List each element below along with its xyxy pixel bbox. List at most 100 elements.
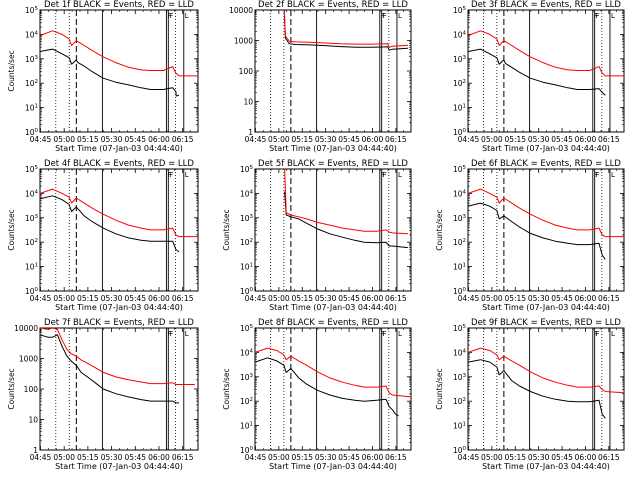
- y-tick-label: 101: [453, 422, 466, 431]
- x-tick-label: 06:15: [172, 453, 194, 462]
- y-tick-label: 104: [453, 189, 467, 198]
- x-tick-label: 04:45: [245, 453, 267, 462]
- series-line-lld: [40, 30, 198, 77]
- x-tick-label: 04:45: [458, 135, 480, 144]
- x-tick-label: 05:00: [481, 294, 503, 303]
- panel-title: Det 5f BLACK = Events, RED = LLD: [258, 159, 408, 169]
- x-axis-label: Start Time (07-Jan-03 04:44:40): [55, 462, 183, 471]
- y-tick-label: 101: [25, 104, 38, 113]
- x-tick-label: 05:15: [504, 135, 526, 144]
- x-tick-label: 05:45: [124, 453, 146, 462]
- y-tick-label: 100: [453, 446, 467, 455]
- x-tick-label: 06:00: [362, 135, 384, 144]
- panel-title: Det 6f BLACK = Events, RED = LLD: [471, 159, 621, 169]
- x-axis-label: Start Time (07-Jan-03 04:44:40): [482, 462, 610, 471]
- plot-frame: [39, 168, 199, 292]
- panel-6: Det 6f BLACK = Events, RED = LLD 100 101 10…: [435, 159, 625, 312]
- x-axis-label: Start Time (07-Jan-03 04:44:40): [269, 144, 397, 153]
- x-tick-label: 05:30: [315, 294, 337, 303]
- y-axis-label: Counts/sec: [222, 209, 231, 250]
- y-tick-label: 100: [239, 67, 254, 76]
- y-tick-label: 105: [25, 165, 39, 174]
- y-tick-label: 10000: [14, 324, 38, 333]
- y-tick-label: 103: [240, 373, 254, 382]
- y-tick-label: 105: [453, 6, 467, 15]
- flag-marker: L: [398, 12, 402, 20]
- y-tick-label: 105: [25, 6, 39, 15]
- panel-8: Det 8f BLACK = Events, RED = LLD 100 101 10…: [222, 318, 412, 471]
- x-tick-label: 05:00: [268, 294, 290, 303]
- plot-frame: [254, 327, 412, 451]
- x-tick-label: 06:00: [362, 453, 384, 462]
- y-axis-label: Counts/sec: [435, 368, 444, 409]
- x-tick-label: 04:45: [30, 135, 52, 144]
- x-tick-label: 06:15: [385, 453, 407, 462]
- y-tick-label: 10: [243, 98, 253, 107]
- flag-marker: F: [596, 12, 600, 20]
- panel-1: Det 1f BLACK = Events, RED = LLD 100 101 10…: [7, 0, 199, 153]
- y-tick-label: 103: [25, 214, 39, 223]
- x-tick-label: 05:15: [504, 453, 526, 462]
- y-tick-label: 102: [453, 238, 466, 247]
- x-tick-label: 05:30: [101, 294, 123, 303]
- flag-marker: L: [398, 171, 402, 179]
- x-tick-label: 06:15: [385, 135, 407, 144]
- x-tick-label: 05:15: [77, 294, 99, 303]
- y-tick-label: 1: [33, 446, 38, 455]
- y-tick-label: 102: [25, 238, 38, 247]
- x-axis-label: Start Time (07-Jan-03 04:44:40): [55, 303, 183, 312]
- x-tick-label: 05:45: [124, 294, 146, 303]
- x-tick-label: 05:00: [53, 294, 75, 303]
- panel-title: Det 1f BLACK = Events, RED = LLD: [44, 0, 194, 10]
- flag-marker: F: [594, 330, 598, 338]
- flag-marker: F: [596, 330, 600, 338]
- series-line-lld: [468, 30, 624, 77]
- x-tick-label: 06:00: [362, 294, 384, 303]
- x-tick-label: 06:15: [598, 294, 620, 303]
- y-axis-label: Counts/sec: [222, 368, 231, 409]
- flag-marker: L: [611, 171, 615, 179]
- y-tick-label: 1000: [234, 37, 253, 46]
- flag-marker: F: [167, 12, 171, 20]
- plot-frame: [39, 327, 199, 451]
- x-tick-label: 05:00: [481, 453, 503, 462]
- flag-marker: F: [383, 330, 387, 338]
- plot-frame: [254, 9, 412, 133]
- x-tick-label: 05:45: [551, 135, 573, 144]
- panel-title: Det 2f BLACK = Events, RED = LLD: [258, 0, 408, 10]
- y-tick-label: 100: [25, 287, 39, 296]
- panel-5: Det 5f BLACK = Events, RED = LLD 100 101 10…: [222, 159, 412, 312]
- y-axis-label: Counts/sec: [7, 368, 16, 409]
- x-tick-label: 05:15: [291, 135, 313, 144]
- x-axis-label: Start Time (07-Jan-03 04:44:40): [55, 144, 183, 153]
- y-tick-label: 1000: [19, 355, 38, 364]
- x-tick-label: 05:30: [315, 453, 337, 462]
- x-tick-label: 06:00: [148, 135, 170, 144]
- series-line-lld: [468, 188, 624, 238]
- y-tick-label: 102: [25, 79, 38, 88]
- panel-title: Det 9f BLACK = Events, RED = LLD: [471, 318, 621, 328]
- x-tick-label: 05:30: [528, 294, 550, 303]
- y-tick-label: 1: [248, 128, 253, 137]
- flag-marker: L: [185, 330, 189, 338]
- flag-marker: L: [398, 330, 402, 338]
- y-tick-label: 101: [25, 263, 38, 272]
- panel-title: Det 8f BLACK = Events, RED = LLD: [258, 318, 408, 328]
- series-line-lld: [40, 188, 198, 238]
- flag-marker: L: [611, 12, 615, 20]
- series-line-events: [468, 202, 606, 260]
- panel-3: Det 3f BLACK = Events, RED = LLD 100 101 10…: [453, 0, 625, 153]
- flag-marker: F: [594, 171, 598, 179]
- flag-marker: F: [167, 330, 171, 338]
- flag-marker: F: [381, 12, 385, 20]
- y-tick-label: 101: [240, 422, 253, 431]
- panel-9: Det 9f BLACK = Events, RED = LLD 100 101 10…: [435, 318, 625, 471]
- y-tick-label: 101: [240, 263, 253, 272]
- x-tick-label: 05:15: [291, 453, 313, 462]
- x-tick-label: 04:45: [30, 453, 52, 462]
- y-axis-label: Counts/sec: [7, 50, 16, 91]
- x-tick-label: 05:45: [124, 135, 146, 144]
- panel-7: Det 7f BLACK = Events, RED = LLD 1 10 100 10…: [7, 318, 199, 471]
- plot-frame: [467, 327, 625, 451]
